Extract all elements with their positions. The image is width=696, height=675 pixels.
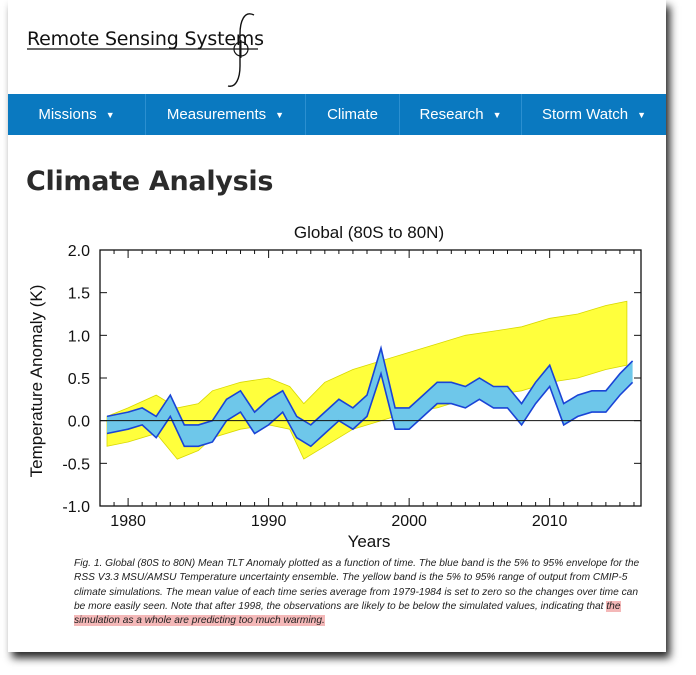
caret-down-icon: ▼ (105, 109, 115, 120)
climate-chart: Global (80S to 80N) -1.0 -0.5 0.0 0.5 1.0 1.5… (27, 223, 642, 551)
y-tick-label: -1.0 (62, 499, 90, 516)
nav-label: Storm Watch (541, 106, 629, 123)
page-title: Climate Analysis (26, 166, 274, 197)
x-axis-label: Years (348, 532, 391, 551)
y-tick-label: 2.0 (68, 243, 90, 260)
y-tick-label: 1.0 (68, 328, 90, 345)
page-card: Remote Sensing Systems Missions ▼ Measur… (8, 0, 666, 652)
y-tick-label: 1.5 (68, 286, 90, 303)
y-axis-label: Temperature Anomaly (K) (27, 285, 46, 478)
nav-label: Climate (327, 106, 378, 123)
nav-label: Missions (38, 106, 97, 123)
x-tick-label: 1990 (251, 513, 287, 530)
observation-upper-line (106, 344, 634, 426)
x-tick-label: 2000 (391, 513, 427, 530)
y-tick-label: 0.5 (68, 371, 90, 388)
caret-down-icon: ▼ (275, 109, 285, 120)
main-nav: Missions ▼ Measurements ▼ Climate Resear… (8, 94, 666, 135)
nav-label: Measurements (166, 106, 267, 123)
nav-research[interactable]: Research ▼ (400, 94, 522, 135)
caret-down-icon: ▼ (637, 109, 647, 120)
observation-lower-line (106, 370, 634, 448)
nav-climate[interactable]: Climate (306, 94, 400, 135)
site-logo-text[interactable]: Remote Sensing Systems (27, 28, 264, 50)
chart-title: Global (80S to 80N) (294, 223, 444, 242)
y-tick-label: 0.0 (68, 414, 90, 431)
nav-storm-watch[interactable]: Storm Watch ▼ (522, 94, 666, 135)
site-header[interactable]: Remote Sensing Systems (8, 0, 666, 94)
nav-label: Research (419, 106, 484, 123)
caret-down-icon: ▼ (492, 109, 502, 120)
x-tick-label: 2010 (532, 513, 568, 530)
observation-band (107, 348, 633, 447)
nav-missions[interactable]: Missions ▼ (8, 94, 146, 135)
nav-measurements[interactable]: Measurements ▼ (146, 94, 306, 135)
figure-caption: Fig. 1. Global (80S to 80N) Mean TLT Ano… (74, 557, 640, 628)
integral-logo-icon (27, 13, 258, 87)
y-tick-label: -0.5 (62, 456, 90, 473)
x-tick-label: 1980 (110, 513, 146, 530)
caption-text: Fig. 1. Global (80S to 80N) Mean TLT Ano… (74, 558, 640, 612)
